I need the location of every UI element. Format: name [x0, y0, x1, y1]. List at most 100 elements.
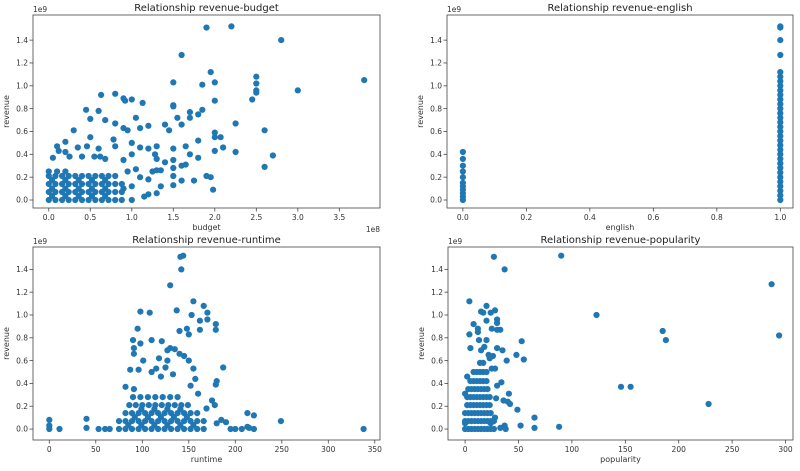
data-point [170, 156, 177, 164]
y-tick-label: 1.4 [16, 265, 28, 274]
data-point [194, 425, 201, 433]
data-point [506, 400, 514, 408]
data-point [777, 183, 784, 190]
data-point [470, 321, 477, 328]
data-point [211, 402, 218, 409]
data-point [238, 425, 245, 433]
data-point [486, 394, 493, 401]
data-point [118, 196, 125, 204]
data-point [253, 80, 260, 87]
data-point [777, 187, 784, 194]
data-point [70, 127, 77, 134]
data-point [777, 82, 784, 89]
data-point [128, 425, 136, 433]
x-tick-label: 2.0 [209, 213, 221, 222]
data-point [459, 148, 466, 156]
y-tick-label: 0.0 [16, 425, 28, 434]
y-axis-label: revenue [2, 327, 11, 360]
x-axis-label: english [606, 223, 635, 232]
data-point [83, 143, 91, 150]
data-point [177, 406, 184, 413]
data-point [212, 326, 219, 333]
y-tick-label: 0.6 [430, 127, 442, 136]
data-point [137, 394, 144, 401]
data-point [187, 382, 194, 389]
data-point [95, 425, 102, 433]
scatter-points [45, 23, 368, 204]
data-point [181, 425, 188, 433]
data-point [659, 327, 666, 335]
data-point [178, 121, 185, 128]
data-point [494, 345, 501, 352]
data-point [491, 365, 499, 372]
data-point [777, 114, 784, 121]
data-point [514, 406, 521, 413]
data-point [49, 185, 56, 192]
x-tick-label: 0.8 [711, 213, 723, 222]
data-point [478, 347, 485, 354]
data-point [556, 423, 563, 430]
x-tick-label: 0.0 [457, 213, 469, 222]
data-point [132, 114, 139, 121]
data-point [170, 182, 177, 189]
data-point [144, 414, 151, 421]
y-tick-label: 0.8 [431, 333, 443, 342]
y-tick-label: 1.2 [430, 59, 442, 68]
y-offset-label: 1e9 [447, 5, 461, 14]
data-point [87, 115, 94, 122]
data-point [194, 418, 201, 425]
data-point [161, 121, 169, 128]
data-point [148, 368, 155, 376]
data-point [207, 174, 214, 181]
data-point [162, 364, 169, 371]
data-point [128, 151, 135, 158]
data-point [155, 425, 162, 433]
data-point [112, 196, 119, 204]
data-point [144, 394, 151, 401]
data-point [195, 390, 202, 397]
data-point [130, 350, 137, 357]
y-tick-label: 0.2 [431, 402, 443, 411]
chart-title: Relationship revenue-budget [134, 3, 279, 14]
data-point [135, 366, 142, 373]
data-point [98, 91, 105, 98]
y-tick-label: 1.2 [16, 288, 28, 297]
data-point [112, 120, 119, 127]
data-point [494, 316, 501, 323]
data-point [170, 79, 177, 86]
data-point [180, 252, 187, 259]
data-point [153, 190, 160, 197]
data-point [480, 309, 487, 316]
x-axis-label: runtime [191, 455, 223, 464]
data-point [54, 168, 61, 175]
data-point [222, 419, 230, 426]
data-point [106, 425, 113, 433]
data-point [145, 191, 152, 198]
y-tick-label: 0.0 [431, 425, 443, 434]
data-point [145, 145, 152, 152]
data-point [152, 394, 159, 401]
y-tick-label: 0.4 [16, 150, 28, 159]
data-point [777, 23, 784, 30]
data-point [199, 106, 206, 113]
data-point [212, 381, 219, 388]
x-axis-label: popularity [600, 455, 641, 464]
data-point [531, 424, 538, 431]
y-tick-label: 1.2 [16, 59, 28, 68]
data-point [166, 127, 173, 134]
data-point [142, 425, 149, 433]
data-point [777, 164, 784, 172]
data-point [459, 179, 466, 186]
x-tick-label: 200 [228, 445, 243, 454]
y-axis-label: revenue [416, 95, 425, 128]
data-point [174, 394, 181, 401]
data-point [360, 425, 367, 433]
chart-title: Relationship revenue-runtime [132, 235, 281, 246]
data-point [218, 416, 225, 423]
data-point [486, 355, 493, 362]
data-point [168, 425, 175, 433]
data-point [777, 96, 784, 103]
data-point [494, 382, 501, 389]
data-point [46, 422, 53, 429]
data-point [361, 77, 368, 84]
